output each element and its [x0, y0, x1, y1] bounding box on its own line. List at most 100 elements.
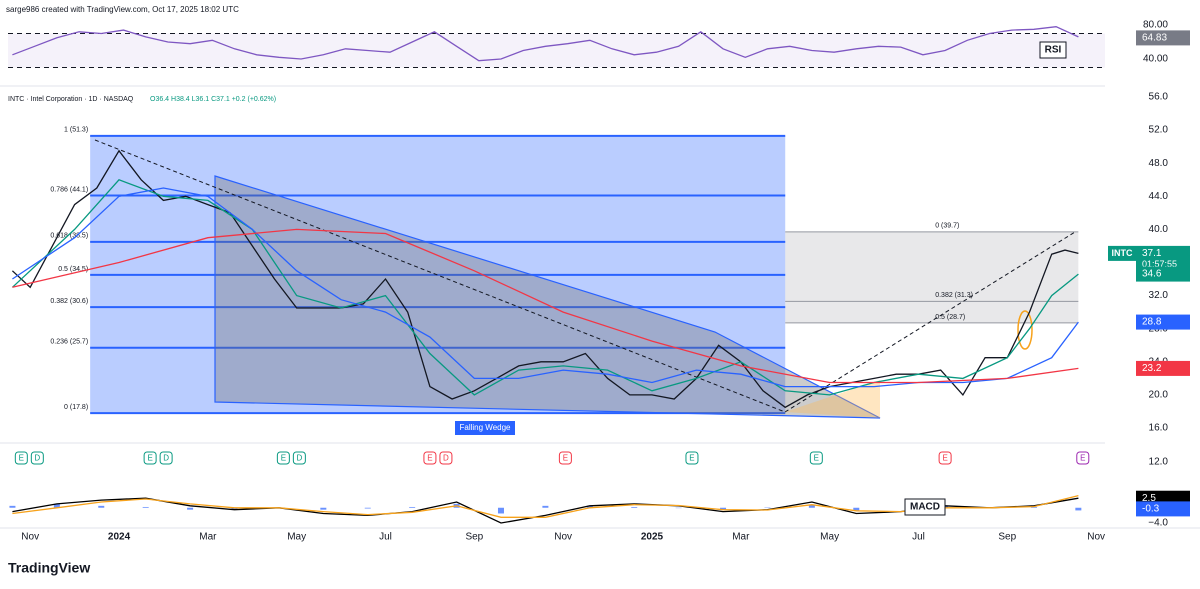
x-tick-label: Jul	[379, 532, 392, 543]
histogram-bar	[1030, 506, 1037, 508]
event-label: E	[1080, 454, 1085, 463]
price-badge	[1136, 266, 1190, 282]
series-line	[12, 228, 1079, 384]
histogram-bar	[853, 507, 860, 511]
event-icon	[423, 451, 437, 465]
x-tick-label: Sep	[465, 532, 483, 543]
x-tick-label: Nov	[554, 532, 572, 543]
x-tick-label: Sep	[998, 532, 1016, 543]
fib-label: 0.382 (30.6)	[50, 298, 88, 305]
annotation-box	[455, 421, 515, 435]
fib-label: 0.786 (44.1)	[50, 186, 88, 193]
histogram-bar	[53, 503, 60, 508]
symbol-badge-label: INTC	[1112, 248, 1133, 258]
price-badge-label: 34.6	[1142, 269, 1162, 280]
panel-title: MACD	[910, 502, 940, 513]
fib-label: 0 (39.7)	[935, 223, 959, 230]
series-line	[12, 494, 1079, 518]
histogram-bar	[542, 505, 549, 508]
y-tick-label: 40.00	[1143, 54, 1168, 65]
event-label: E	[563, 454, 568, 463]
event-label: E	[281, 454, 286, 463]
event-icon	[14, 451, 28, 465]
price-badge	[1136, 360, 1190, 376]
symbol-badge	[1108, 245, 1136, 261]
event-icon	[558, 451, 572, 465]
series-line	[11, 149, 1079, 409]
fib-label: 0.236 (25.7)	[50, 339, 88, 346]
price-badge-label: 64.83	[1142, 33, 1167, 44]
event-icon	[809, 451, 823, 465]
y-tick-label: 56.0	[1149, 92, 1169, 103]
x-tick-label: 2024	[108, 532, 131, 543]
x-tick-label: Jul	[912, 532, 925, 543]
panel-tag	[904, 498, 946, 516]
event-label: E	[19, 454, 24, 463]
fib-box	[785, 231, 1079, 323]
highlight	[1017, 310, 1033, 350]
y-tick-label: 12.0	[1149, 457, 1169, 468]
ohlc: O36.4 H38.4 L36.1 C37.1 +0.2 (+0.62%)	[150, 96, 276, 103]
series-line	[12, 26, 1079, 62]
event-label: D	[163, 454, 169, 463]
price-badge-time: 01:57:55	[1142, 259, 1177, 269]
panel-title: RSI	[1045, 45, 1062, 56]
event-label: D	[296, 454, 302, 463]
y-tick-label: 16.0	[1149, 423, 1169, 434]
event-icon	[1076, 451, 1090, 465]
y-tick-label: 32.0	[1149, 290, 1169, 301]
event-label: E	[814, 454, 819, 463]
histogram-bar	[142, 506, 149, 508]
histogram-bar	[187, 507, 194, 510]
x-tick-label: Mar	[732, 532, 750, 543]
event-icon	[685, 451, 699, 465]
price-badge	[1136, 30, 1190, 46]
price-badge-label: 2.5	[1142, 493, 1156, 504]
wedge	[214, 175, 881, 419]
event-icon	[276, 451, 290, 465]
histogram-bar	[409, 506, 416, 508]
series-line	[11, 179, 1079, 396]
histogram-bar	[1075, 507, 1082, 511]
panel-tag	[1039, 41, 1067, 59]
y-tick-label: 48.0	[1149, 158, 1169, 169]
histogram-bar	[808, 505, 815, 508]
x-tick-label: Nov	[1087, 532, 1105, 543]
event-icon	[292, 451, 306, 465]
price-badge	[1136, 501, 1190, 517]
event-label: E	[689, 454, 694, 463]
x-tick-label: May	[287, 532, 306, 543]
y-tick-label: 52.0	[1149, 125, 1169, 136]
price-badge-label: 23.2	[1142, 363, 1162, 374]
histogram-bar	[98, 505, 105, 508]
y-tick-label: 80.00	[1143, 20, 1168, 31]
event-label: D	[443, 454, 449, 463]
histogram-bar	[320, 507, 327, 510]
fib-label: 1 (51.3)	[64, 127, 88, 134]
histogram-bar	[364, 507, 371, 509]
x-tick-label: 2025	[641, 532, 664, 543]
fib-label: 0.5 (34.5)	[58, 266, 88, 273]
histogram-bar	[586, 505, 593, 508]
event-icon	[159, 451, 173, 465]
histogram-bar	[497, 507, 504, 514]
histogram-bar	[9, 505, 16, 508]
histogram-bar	[720, 507, 727, 510]
y-tick-label: 44.0	[1149, 191, 1169, 202]
x-tick-label: May	[820, 532, 839, 543]
price-badge	[1136, 314, 1190, 330]
event-icon	[30, 451, 44, 465]
event-label: E	[427, 454, 432, 463]
fib-label: 0.618 (38.5)	[50, 233, 88, 240]
fib-label: 0 (17.8)	[64, 404, 88, 411]
y-tick-label: −4.0	[1148, 518, 1168, 529]
event-icon	[938, 451, 952, 465]
event-label: E	[147, 454, 152, 463]
highlight	[785, 380, 880, 418]
rsi-band	[8, 33, 1105, 68]
price-badge-label: 28.8	[1142, 317, 1162, 328]
histogram-bar	[231, 507, 238, 510]
